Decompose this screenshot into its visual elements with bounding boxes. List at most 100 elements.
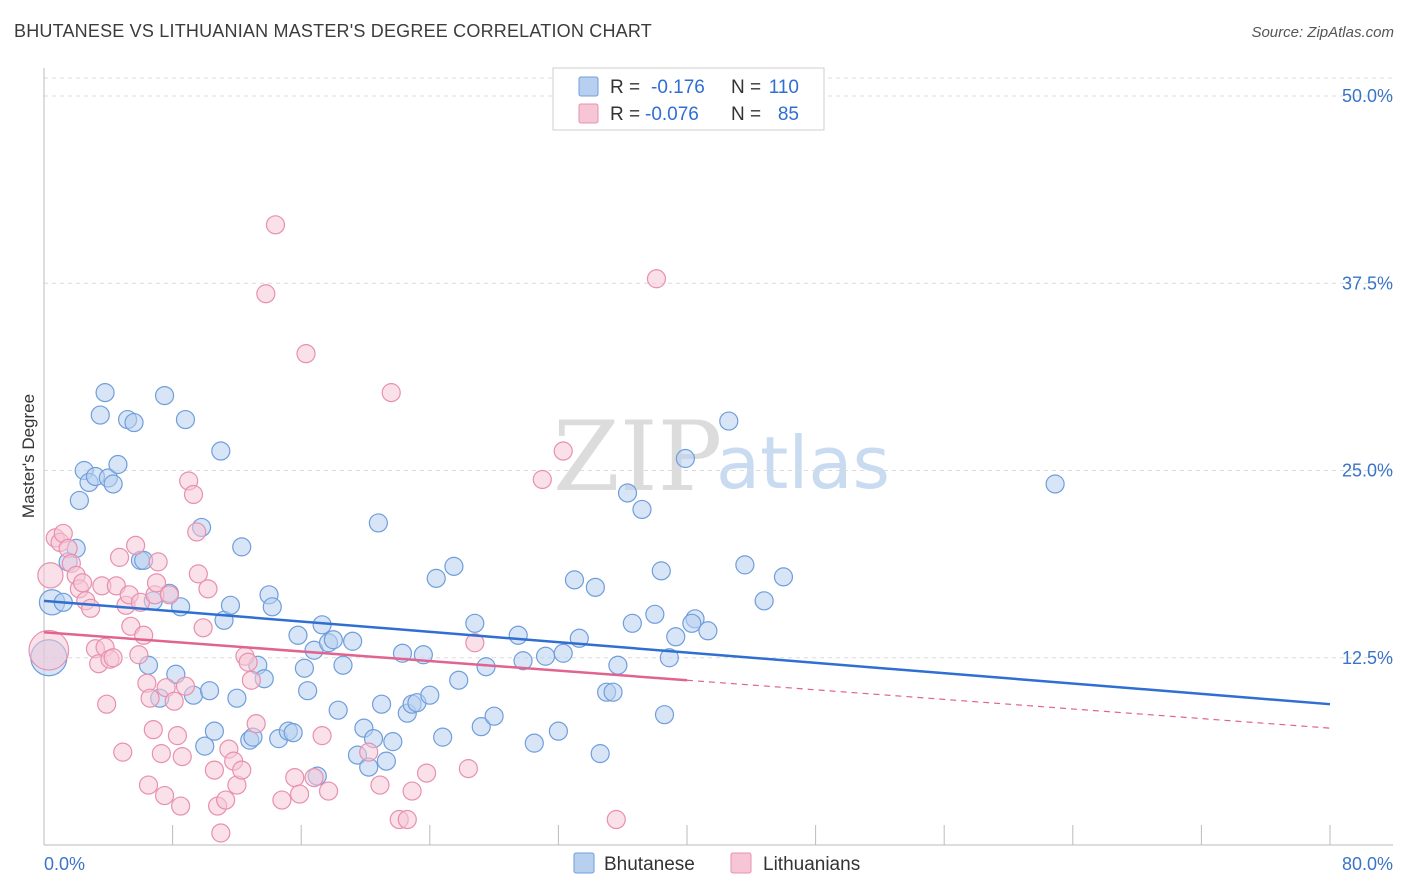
series-legend-label-bhutanese[interactable]: Bhutanese (604, 854, 695, 875)
lithuanians-point (318, 781, 339, 801)
y-tick-label: 25.0% (1342, 461, 1393, 481)
lithuanians-point (126, 535, 146, 556)
lithuanians-point (72, 573, 93, 593)
lithuanians-point (28, 629, 70, 671)
bhutanese-point (666, 627, 686, 647)
lithuanians-point (164, 691, 184, 711)
lithuanians-point (312, 726, 332, 746)
correlation-legend: R = -0.176 N = 110 R = -0.076 N = 85 (552, 67, 825, 131)
lithuanians-point (416, 763, 437, 783)
lithuanians-point (241, 670, 261, 690)
bhutanese-point (1045, 474, 1065, 494)
bhutanese-point (227, 688, 247, 708)
bhutanese-point (383, 732, 403, 752)
bhutanese-point (622, 613, 642, 633)
bhutanese-point (154, 386, 175, 406)
series-legend-swatch-lithuanians[interactable] (730, 852, 752, 874)
bhutanese-point (323, 630, 343, 650)
bhutanese-point (535, 646, 556, 666)
series-lithuanians-points (28, 215, 667, 843)
legend-n-label-bhutanese: N = (731, 77, 761, 98)
y-tick-labels: 12.5% 25.0% 37.5% 50.0% (1342, 86, 1393, 668)
bhutanese-point (754, 591, 774, 611)
lithuanians-point (37, 562, 64, 589)
bhutanese-point (651, 561, 671, 581)
lithuanians-point (232, 760, 252, 780)
bhutanese-point (513, 651, 533, 671)
bhutanese-point (343, 631, 363, 651)
bhutanese-point (220, 595, 241, 615)
lithuanians-point (402, 781, 422, 801)
y-tick-label: 37.5% (1342, 273, 1393, 293)
lithuanians-point (134, 625, 154, 645)
axes (43, 68, 1393, 846)
bhutanese-point (90, 405, 110, 425)
lithuanians-point (198, 579, 218, 599)
bhutanese-point (294, 658, 315, 678)
series-legend-label-lithuanians[interactable]: Lithuanians (763, 854, 860, 875)
x-tick-label-min: 0.0% (44, 854, 85, 874)
bhutanese-point (719, 411, 739, 431)
lithuanians-point (246, 714, 266, 734)
legend-swatch-lithuanians (578, 103, 599, 124)
bhutanese-point (376, 751, 396, 771)
bhutanese-point (585, 577, 605, 597)
y-tick-label: 50.0% (1342, 86, 1393, 106)
lithuanians-point (138, 775, 159, 795)
bhutanese-point (204, 721, 224, 741)
lithuanians-point (129, 645, 149, 665)
lithuanians-point (113, 742, 133, 762)
lithuanians-point (154, 785, 175, 806)
lithuanians-point (553, 441, 573, 461)
watermark-atlas: atlas (716, 421, 890, 505)
bhutanese-point (433, 727, 453, 747)
lithuanians-point (359, 742, 379, 762)
bhutanese-point (735, 555, 755, 575)
bhutanese-point (288, 625, 308, 645)
series-legend-swatch-bhutanese[interactable] (573, 852, 595, 874)
bhutanese-point (426, 568, 446, 588)
legend-swatch-bhutanese (578, 76, 599, 97)
bhutanese-point (553, 643, 573, 663)
bhutanese-point (659, 648, 679, 668)
series-legend: Bhutanese Lithuanians (573, 852, 860, 875)
bhutanese-point (603, 682, 623, 702)
bhutanese-point (508, 625, 528, 645)
bhutanese-point (262, 597, 282, 617)
lithuanians-point (265, 215, 286, 235)
lithuanians-point (151, 744, 171, 764)
bhutanese-point (195, 736, 215, 756)
trend-line-lithuanians-extrapolated (686, 679, 1331, 729)
bhutanese-point (199, 681, 220, 701)
bhutanese-point (465, 613, 485, 633)
bhutanese-point (371, 694, 392, 714)
watermark-zip: ZIP (553, 401, 722, 513)
lithuanians-point (167, 726, 188, 746)
bhutanese-point (590, 744, 610, 764)
lithuanians-point (109, 547, 130, 567)
bhutanese-point (632, 499, 652, 520)
bhutanese-point (449, 670, 469, 690)
legend-n-value-bhutanese: 110 (769, 77, 799, 98)
legend-r-value-lithuanians: -0.076 (645, 104, 699, 125)
bhutanese-point (232, 537, 252, 557)
lithuanians-point (187, 522, 207, 542)
bhutanese-point (548, 721, 569, 741)
lithuanians-point (458, 759, 478, 779)
lithuanians-point (146, 573, 167, 593)
lithuanians-point (289, 784, 310, 804)
legend-r-value-bhutanese: -0.176 (651, 77, 705, 98)
lithuanians-point (370, 775, 390, 795)
bhutanese-point (283, 723, 303, 743)
lithuanians-point (285, 767, 305, 788)
bhutanese-point (103, 474, 123, 494)
lithuanians-point (193, 618, 213, 638)
bhutanese-point (773, 567, 794, 587)
bhutanese-point (698, 621, 718, 641)
chart-source: Source: ZipAtlas.com (1251, 24, 1394, 41)
lithuanians-point (465, 633, 485, 653)
lithuanians-point (606, 809, 626, 830)
trend-line-lithuanians (43, 631, 688, 682)
lithuanians-point (183, 484, 204, 505)
